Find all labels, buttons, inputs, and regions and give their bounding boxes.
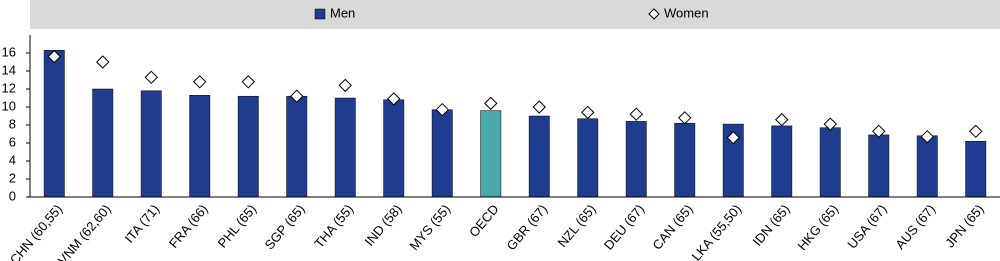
marker	[144, 70, 158, 85]
x-tick-label: USA (67)	[844, 201, 889, 251]
y-tick-label: 8	[9, 116, 16, 131]
marker	[96, 55, 110, 69]
marker	[290, 89, 304, 103]
y-tick-label: 10	[2, 98, 16, 113]
x-tick-label: SGP (65)	[262, 201, 308, 252]
y-tick-label: 16	[2, 44, 16, 59]
x-tick-label: PHL (65)	[215, 201, 260, 250]
bar	[286, 95, 308, 198]
bar	[965, 140, 987, 198]
marker	[193, 75, 207, 89]
marker	[387, 92, 401, 106]
marker	[678, 111, 692, 125]
plot-area	[30, 35, 1000, 197]
x-tick-label: AUS (67)	[892, 201, 938, 252]
marker	[484, 96, 498, 111]
legend-label: Women	[664, 5, 709, 20]
marker	[969, 124, 983, 139]
x-tick-label: ITA (71)	[122, 201, 163, 245]
marker	[241, 75, 255, 89]
bar	[189, 95, 211, 198]
bar	[625, 121, 647, 198]
bar	[674, 122, 696, 198]
bar	[480, 110, 502, 198]
legend-swatch	[648, 8, 660, 20]
legend-label: Men	[330, 5, 355, 20]
x-tick-label: MYS (55)	[406, 201, 453, 253]
x-tick-label: HKG (65)	[794, 201, 841, 253]
bar	[334, 97, 356, 198]
bar	[140, 90, 162, 198]
bar	[868, 134, 890, 198]
marker	[338, 78, 352, 93]
x-tick-label: NZL (65)	[555, 201, 599, 250]
x-tick-label: DEU (67)	[601, 201, 647, 252]
bar	[819, 127, 841, 198]
x-tick-label: GBR (67)	[503, 201, 550, 253]
bar	[771, 125, 793, 198]
y-tick-label: 2	[9, 170, 16, 185]
x-tick-label: IND (58)	[362, 201, 405, 248]
marker	[435, 102, 449, 117]
x-tick-label: CHN (60,55)	[7, 201, 65, 261]
marker	[581, 105, 595, 120]
legend-band	[30, 0, 1000, 29]
marker	[629, 107, 643, 121]
x-tick-label: FRA (66)	[166, 201, 211, 250]
bar	[237, 95, 259, 198]
y-tick-label: 12	[2, 80, 16, 95]
bar	[916, 135, 938, 198]
marker	[775, 112, 789, 127]
x-tick-label: IDN (65)	[750, 201, 793, 248]
y-tick-label: 14	[2, 62, 16, 77]
y-tick-label: 4	[9, 152, 16, 167]
marker	[920, 129, 934, 144]
marker	[532, 100, 546, 114]
y-tick-label: 0	[9, 188, 16, 203]
bar	[577, 118, 599, 198]
x-tick-label: JPN (65)	[942, 201, 986, 250]
legend-swatch	[314, 8, 326, 20]
x-tick-label: LKA (55,50)	[689, 201, 745, 261]
bar	[528, 115, 550, 198]
x-tick-label: THA (55)	[311, 201, 356, 250]
marker	[47, 49, 61, 64]
marker	[726, 130, 740, 145]
marker	[872, 124, 886, 139]
bar	[43, 50, 65, 198]
x-tick-label: CAN (65)	[649, 201, 695, 252]
x-tick-label: OECD	[466, 201, 502, 239]
marker	[823, 117, 837, 131]
y-tick-label: 6	[9, 134, 16, 149]
bar	[92, 88, 114, 198]
bar	[383, 99, 405, 198]
bar	[431, 109, 453, 198]
